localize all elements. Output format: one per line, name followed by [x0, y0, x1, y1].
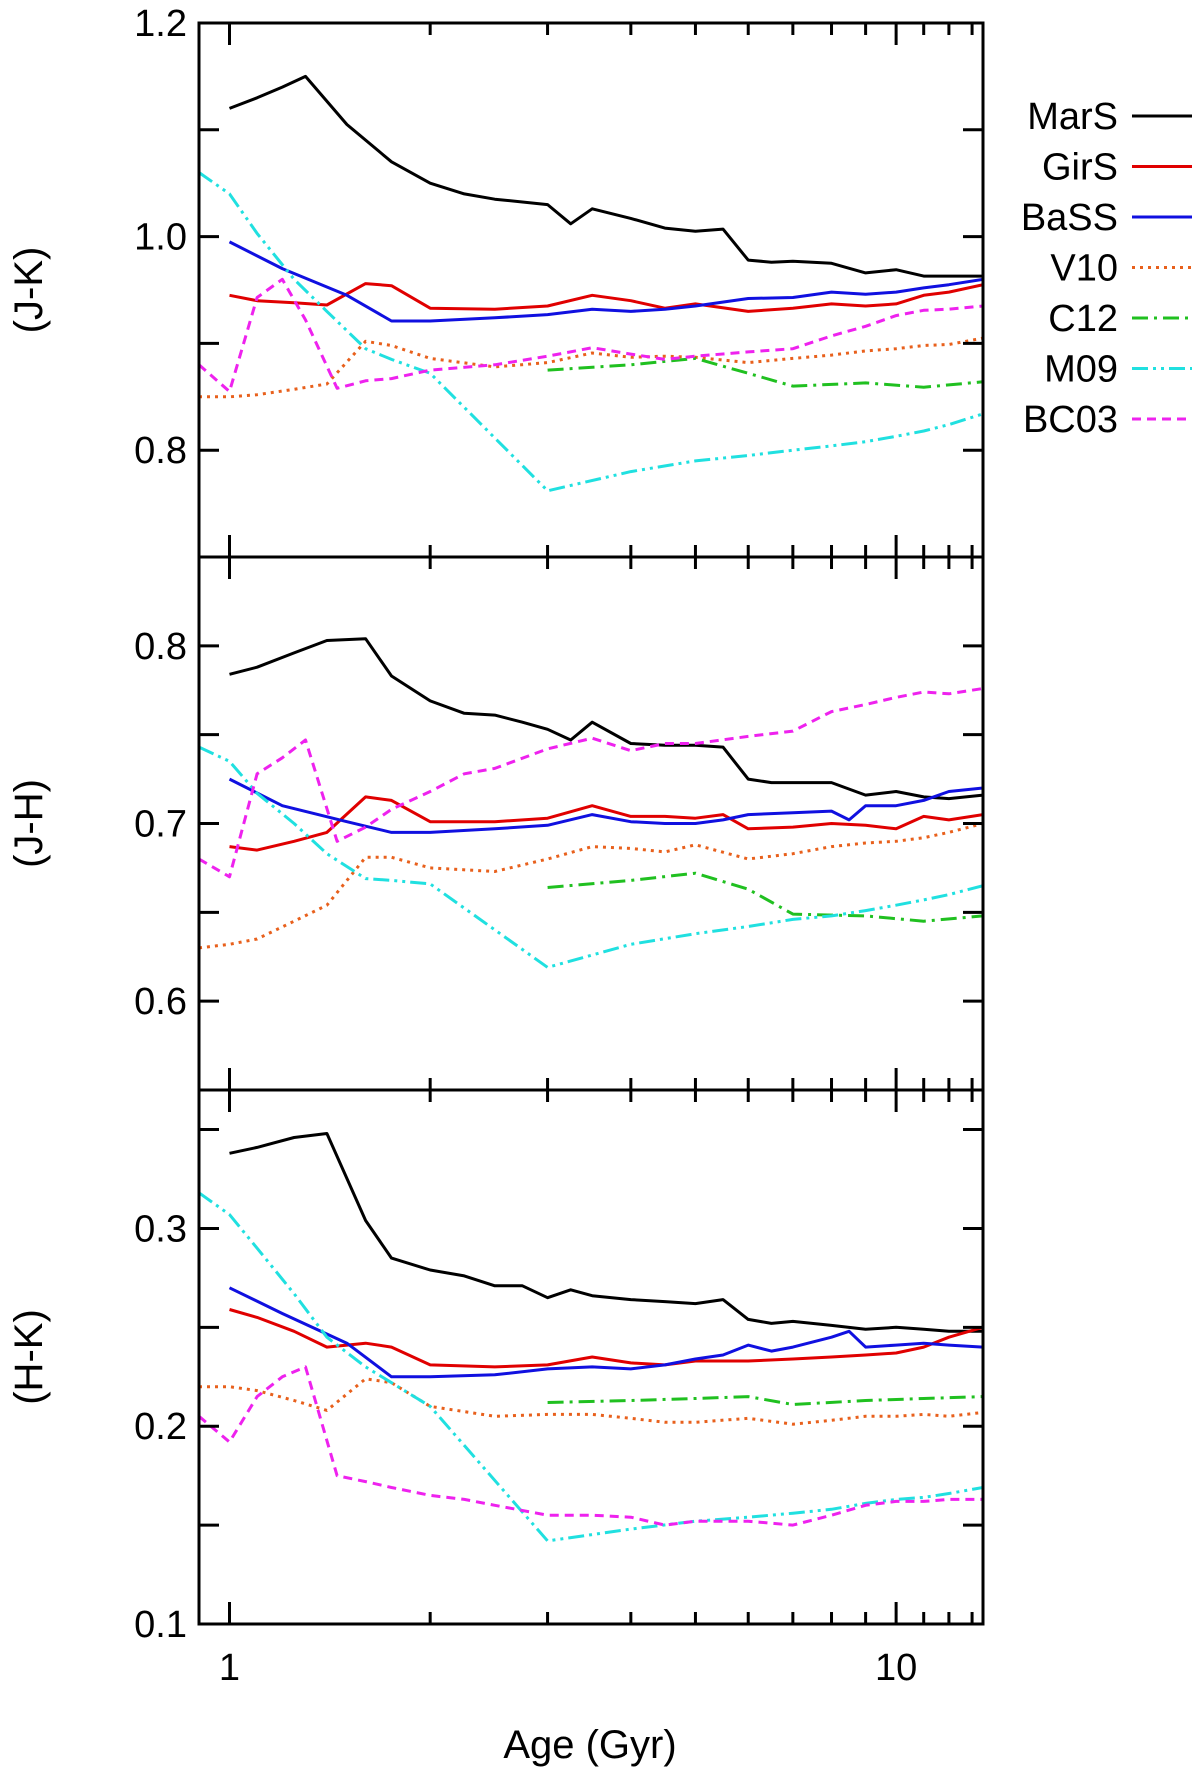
series-c12-line — [547, 871, 983, 923]
y-axis-title: (J-H) — [7, 779, 51, 868]
plot-frame — [197, 21, 985, 559]
x-tick-label: 1 — [219, 1647, 240, 1689]
series-m09-line — [199, 745, 983, 969]
series-v10-line — [199, 1377, 983, 1426]
x-axis-title: Age (Gyr) — [503, 1723, 676, 1767]
series-bc03-line — [199, 277, 983, 393]
series-v10-line — [199, 822, 983, 950]
plot-frame — [197, 1088, 985, 1626]
series-bass-line — [228, 1286, 983, 1379]
y-tick-label: 1.0 — [134, 217, 187, 259]
panel-j-k: 0.8 1.0 1.2 (J-K) — [7, 3, 985, 559]
series-bc03-line — [199, 1365, 983, 1527]
legend-item-mars: MarS — [1027, 96, 1192, 138]
y-tick-label: 0.8 — [134, 430, 187, 472]
legend: MarS GirS BaSS V10 C12 M09 BC03 — [1021, 96, 1192, 441]
legend-item-girs: GirS — [1042, 147, 1192, 189]
series-girs-line — [229, 282, 983, 313]
series-girs-line — [229, 1308, 983, 1369]
series-girs-line — [229, 795, 983, 852]
panel-j-h: 0.6 0.7 0.8 (J-H) — [7, 555, 985, 1092]
series-v10-line — [199, 336, 983, 399]
series-m09-line — [199, 171, 983, 493]
series-c12-line — [547, 356, 983, 389]
legend-label: MarS — [1027, 96, 1118, 138]
y-tick-label: 0.8 — [134, 626, 187, 668]
y-tick-label: 0.6 — [134, 981, 187, 1023]
legend-item-c12: C12 — [1048, 298, 1192, 340]
legend-label: BC03 — [1023, 399, 1118, 441]
series-mars-line — [229, 1132, 983, 1333]
legend-label: V10 — [1050, 248, 1118, 290]
series-bass-line — [228, 240, 983, 323]
legend-label: GirS — [1042, 147, 1118, 189]
legend-item-bc03: BC03 — [1023, 399, 1192, 441]
series-c12-line — [547, 1395, 983, 1406]
y-axis-title: (J-K) — [7, 247, 51, 334]
series-mars-line — [228, 74, 983, 278]
legend-item-m09: M09 — [1044, 349, 1192, 391]
series-bass-line — [228, 777, 983, 834]
y-tick-label: 0.1 — [134, 1604, 187, 1646]
legend-item-bass: BaSS — [1021, 197, 1192, 239]
series-bc03-line — [199, 687, 983, 879]
y-tick-label: 0.2 — [134, 1406, 187, 1448]
y-tick-label: 0.3 — [134, 1208, 187, 1250]
series-mars-line — [229, 637, 983, 801]
legend-item-v10: V10 — [1050, 248, 1192, 290]
legend-label: BaSS — [1021, 197, 1118, 239]
y-tick-label: 0.7 — [134, 804, 187, 846]
panel-h-k: 0.1 0.2 0.3 (H-K) — [7, 1088, 985, 1646]
x-tick-label: 10 — [875, 1647, 917, 1689]
y-tick-label: 1.2 — [134, 3, 187, 45]
y-axis-title: (H-K) — [7, 1309, 51, 1405]
plot-frame — [197, 555, 985, 1092]
legend-label: M09 — [1044, 349, 1118, 391]
legend-label: C12 — [1048, 298, 1118, 340]
